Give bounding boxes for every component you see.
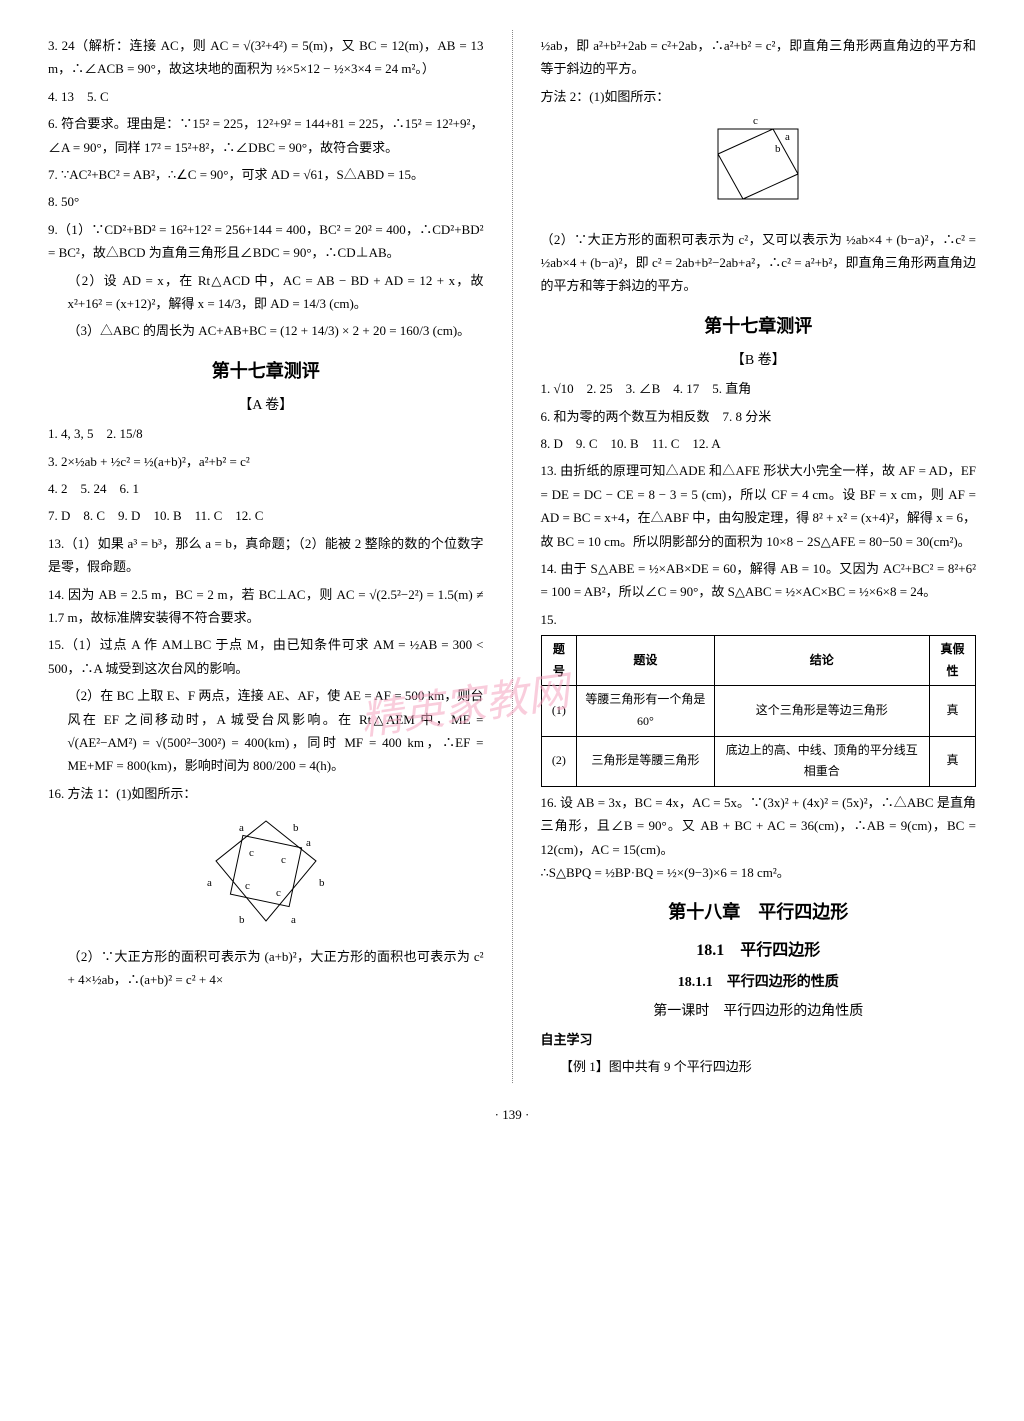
table-cell: (1): [541, 686, 577, 736]
text-line: 1. √10 2. 25 3. ∠B 4. 17 5. 直角: [541, 377, 977, 400]
text-line: ½ab，即 a²+b²+2ab = c²+2ab，∴a²+b² = c²，即直角…: [541, 34, 977, 81]
table-row: (2) 三角形是等腰三角形 底边上的高、中线、顶角的平分线互相重合 真: [541, 736, 976, 786]
self-study-heading: 自主学习: [541, 1028, 977, 1051]
table-wrapper: 15. 题号 题设 结论 真假性 (1) 等腰三角形有一个角是 60° 这个三角…: [541, 608, 977, 787]
right-column: ½ab，即 a²+b²+2ab = c²+2ab，∴a²+b² = c²，即直角…: [533, 30, 985, 1083]
square-figure-1: a b a b a b a c c c c: [48, 811, 484, 938]
text-line: 14. 由于 S△ABE = ½×AB×DE = 60，解得 AB = 10。又…: [541, 557, 977, 604]
table-cell: 底边上的高、中线、顶角的平分线互相重合: [714, 736, 929, 786]
text-line: 16. 方法 1：(1)如图所示：: [48, 782, 484, 805]
text-line: 8. 50°: [48, 190, 484, 213]
left-column: 3. 24（解析：连接 AC，则 AC = √(3²+4²) = 5(m)，又 …: [40, 30, 492, 1083]
table-header: 结论: [714, 636, 929, 686]
table-cell: 等腰三角形有一个角是 60°: [577, 686, 714, 736]
text-line: （3）△ABC 的周长为 AC+AB+BC = (12 + 14/3) × 2 …: [48, 319, 484, 342]
text-line: 9.（1）∵CD²+BD² = 16²+12² = 256+144 = 400，…: [48, 218, 484, 265]
figure-label: c: [249, 847, 254, 859]
lesson-title: 第一课时 平行四边形的边角性质: [541, 999, 977, 1024]
figure-label: a: [207, 877, 212, 889]
column-divider: [512, 30, 513, 1083]
figure-label: b: [293, 822, 299, 834]
page-wrapper: 精英家教网 3. 24（解析：连接 AC，则 AC = √(3²+4²) = 5…: [40, 30, 984, 1126]
table-header: 题设: [577, 636, 714, 686]
table-row: (1) 等腰三角形有一个角是 60° 这个三角形是等边三角形 真: [541, 686, 976, 736]
text-line: 3. 24（解析：连接 AC，则 AC = √(3²+4²) = 5(m)，又 …: [48, 34, 484, 81]
section-subtitle: 【A 卷】: [48, 393, 484, 418]
square-figure-2: c a b: [541, 114, 977, 221]
table-header: 真假性: [929, 636, 975, 686]
text-line: 方法 2：(1)如图所示：: [541, 85, 977, 108]
text-line: 8. D 9. C 10. B 11. C 12. A: [541, 432, 977, 455]
section-subtitle: 【B 卷】: [541, 348, 977, 373]
table-header: 题号: [541, 636, 577, 686]
table-cell: 真: [929, 686, 975, 736]
figure-label: c: [281, 854, 286, 866]
text-line: 7. ∵AC²+BC² = AB²，∴∠C = 90°，可求 AD = √61，…: [48, 163, 484, 186]
figure-label: a: [291, 914, 296, 926]
figure-label: a: [306, 837, 311, 849]
table-row: 题号 题设 结论 真假性: [541, 636, 976, 686]
table-cell: 三角形是等腰三角形: [577, 736, 714, 786]
section-number: 18.1 平行四边形: [541, 937, 977, 966]
text-line: 15.（1）过点 A 作 AM⊥BC 于点 M，由已知条件可求 AM = ½AB…: [48, 633, 484, 680]
figure-label: b: [239, 914, 245, 926]
figure-label: b: [319, 877, 325, 889]
text-line: （2）在 BC 上取 E、F 两点，连接 AE、AF，使 AE = AF = 5…: [48, 684, 484, 778]
answer-table: 题号 题设 结论 真假性 (1) 等腰三角形有一个角是 60° 这个三角形是等边…: [541, 635, 977, 787]
text-line: 1. 4, 3, 5 2. 15/8: [48, 422, 484, 445]
figure-label: b: [775, 143, 781, 155]
figure-label: a: [239, 822, 244, 834]
text-line: 13.（1）如果 a³ = b³，那么 a = b，真命题；（2）能被 2 整除…: [48, 532, 484, 579]
chapter-title: 第十八章 平行四边形: [541, 896, 977, 928]
text-line: （2）∵大正方形的面积可表示为 (a+b)²，大正方形的面积也可表示为 c² +…: [48, 945, 484, 992]
text-line: 4. 2 5. 24 6. 1: [48, 477, 484, 500]
text-line: 7. D 8. C 9. D 10. B 11. C 12. C: [48, 504, 484, 527]
section-title: 第十七章测评: [541, 310, 977, 342]
text-line: 3. 2×½ab + ½c² = ½(a+b)²，a²+b² = c²: [48, 450, 484, 473]
subsection-number: 18.1.1 平行四边形的性质: [541, 970, 977, 995]
figure-label: c: [245, 880, 250, 892]
page-number: · 139 ·: [40, 1103, 984, 1126]
text-line: 6. 和为零的两个数互为相反数 7. 8 分米: [541, 405, 977, 428]
text-line: 6. 符合要求。理由是：∵15² = 225，12²+9² = 144+81 =…: [48, 112, 484, 159]
figure-label: c: [753, 115, 758, 127]
text-line: （2）设 AD = x，在 Rt△ACD 中，AC = AB − BD + AD…: [48, 269, 484, 316]
text-line: 14. 因为 AB = 2.5 m，BC = 2 m，若 BC⊥AC，则 AC …: [48, 583, 484, 630]
text-line: 【例 1】图中共有 9 个平行四边形: [541, 1055, 977, 1078]
figure-label: a: [785, 131, 790, 143]
page-columns: 3. 24（解析：连接 AC，则 AC = √(3²+4²) = 5(m)，又 …: [40, 30, 984, 1083]
text-line: 13. 由折纸的原理可知△ADE 和△AFE 形状大小完全一样，故 AF = A…: [541, 459, 977, 553]
text-line: 16. 设 AB = 3x，BC = 4x，AC = 5x。∵(3x)² + (…: [541, 791, 977, 885]
text-line: 4. 13 5. C: [48, 85, 484, 108]
figure-label: c: [276, 887, 281, 899]
section-title: 第十七章测评: [48, 355, 484, 387]
table-cell: (2): [541, 736, 577, 786]
table-cell: 真: [929, 736, 975, 786]
text-line: （2）∵大正方形的面积可表示为 c²，又可以表示为 ½ab×4 + (b−a)²…: [541, 228, 977, 298]
table-cell: 这个三角形是等边三角形: [714, 686, 929, 736]
